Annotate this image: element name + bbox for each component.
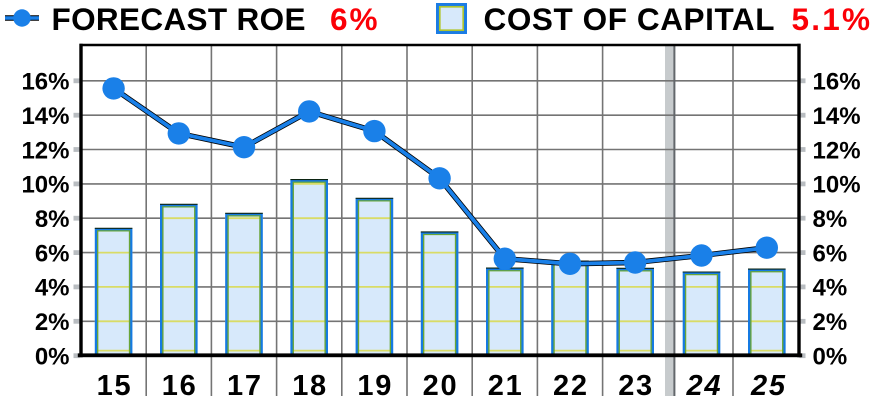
svg-text:16%: 16% — [21, 69, 69, 96]
svg-text:16: 16 — [162, 370, 196, 402]
svg-text:FORECAST ROE: FORECAST ROE — [52, 1, 306, 37]
svg-text:4%: 4% — [35, 275, 70, 302]
svg-text:10%: 10% — [813, 172, 861, 199]
svg-text:23: 23 — [618, 370, 652, 402]
svg-text:17: 17 — [227, 370, 261, 402]
svg-text:14%: 14% — [21, 103, 69, 130]
svg-text:12%: 12% — [21, 137, 69, 164]
svg-text:6%: 6% — [35, 240, 70, 267]
svg-text:8%: 8% — [35, 206, 70, 233]
svg-text:18: 18 — [292, 370, 326, 402]
svg-text:6%: 6% — [813, 240, 848, 267]
svg-text:19: 19 — [357, 370, 391, 402]
svg-text:20: 20 — [423, 370, 457, 402]
svg-text:16%: 16% — [813, 69, 861, 96]
svg-text:21: 21 — [488, 370, 522, 402]
svg-text:2%: 2% — [35, 309, 70, 336]
svg-text:14%: 14% — [813, 103, 861, 130]
svg-text:4%: 4% — [813, 275, 848, 302]
svg-text:25: 25 — [750, 370, 786, 402]
svg-text:6%: 6% — [330, 1, 378, 37]
svg-text:8%: 8% — [813, 206, 848, 233]
svg-text:12%: 12% — [813, 137, 861, 164]
svg-text:10%: 10% — [21, 172, 69, 199]
svg-text:0%: 0% — [35, 344, 70, 371]
svg-text:0%: 0% — [813, 344, 848, 371]
svg-text:COST OF CAPITAL: COST OF CAPITAL — [484, 1, 775, 37]
svg-text:5.1%: 5.1% — [792, 1, 871, 37]
svg-text:22: 22 — [553, 370, 587, 402]
svg-text:2%: 2% — [813, 309, 848, 336]
svg-text:15: 15 — [97, 370, 131, 402]
